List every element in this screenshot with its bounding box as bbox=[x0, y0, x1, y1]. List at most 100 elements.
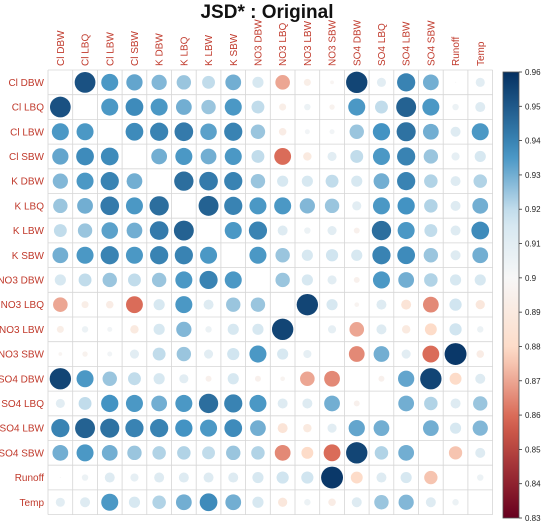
corr-circle bbox=[105, 300, 114, 309]
corr-circle bbox=[353, 227, 360, 234]
corr-circle bbox=[249, 394, 267, 412]
corr-circle bbox=[226, 445, 241, 461]
corr-circle bbox=[374, 495, 389, 510]
row-label: SO4 SBW bbox=[0, 448, 45, 459]
corr-circle bbox=[252, 323, 264, 335]
corr-circle bbox=[176, 346, 192, 362]
corr-circle bbox=[152, 495, 166, 509]
corr-circle bbox=[301, 446, 314, 459]
corr-circle bbox=[452, 103, 459, 111]
row-label: NO3 LBW bbox=[0, 325, 45, 336]
corr-circle bbox=[423, 149, 439, 164]
corr-circle bbox=[351, 249, 363, 261]
corr-circle bbox=[375, 100, 388, 114]
row-label: SO4 DBW bbox=[0, 374, 45, 385]
corr-circle bbox=[346, 71, 368, 94]
corr-circle bbox=[128, 372, 141, 386]
corr-circle bbox=[424, 396, 438, 411]
corr-circle bbox=[353, 276, 360, 283]
corr-circle bbox=[326, 299, 338, 311]
colorbar bbox=[502, 71, 520, 519]
row-label: Cl LBW bbox=[10, 127, 44, 138]
corr-circle bbox=[424, 470, 438, 485]
corr-circle bbox=[425, 497, 436, 508]
corr-circle bbox=[153, 373, 165, 385]
corr-circle bbox=[251, 446, 265, 460]
corr-circle bbox=[149, 196, 169, 216]
column-label: Cl SBW bbox=[130, 30, 141, 66]
corr-circle bbox=[397, 246, 416, 265]
corr-circle bbox=[227, 373, 239, 385]
column-label: K LBW bbox=[204, 34, 215, 66]
corr-circle bbox=[424, 273, 438, 287]
row-label: K LBW bbox=[13, 226, 45, 237]
row-label: Cl SBW bbox=[9, 152, 45, 163]
corr-circle bbox=[303, 152, 312, 161]
corr-circle bbox=[107, 351, 113, 357]
corr-circle bbox=[474, 274, 486, 286]
corr-circle bbox=[77, 197, 93, 214]
corr-circle bbox=[53, 297, 68, 312]
corr-circle bbox=[422, 420, 439, 437]
corr-circle bbox=[449, 372, 462, 385]
corr-circle bbox=[175, 99, 192, 115]
column-label: SO4 DBW bbox=[352, 19, 363, 66]
corr-circle bbox=[473, 174, 487, 188]
corr-circle bbox=[372, 123, 391, 141]
corr-circle bbox=[150, 98, 168, 116]
column-label: NO3 SBW bbox=[328, 19, 339, 66]
corr-circle bbox=[56, 325, 64, 333]
corr-circle bbox=[376, 324, 387, 335]
corr-circle bbox=[372, 246, 391, 265]
corr-circle bbox=[249, 345, 267, 363]
corr-circle bbox=[78, 273, 92, 287]
corr-circle bbox=[452, 499, 459, 506]
column-label: Cl DBW bbox=[56, 30, 67, 66]
corr-circle bbox=[250, 173, 266, 189]
corr-circle bbox=[325, 249, 339, 262]
corr-circle bbox=[199, 171, 218, 191]
corr-circle bbox=[225, 74, 242, 91]
corr-circle bbox=[475, 373, 486, 384]
corr-circle bbox=[175, 394, 193, 412]
corr-circle bbox=[199, 493, 218, 512]
corr-circle bbox=[473, 396, 488, 411]
corr-circle bbox=[352, 201, 362, 211]
corr-circle bbox=[179, 374, 189, 384]
corr-circle bbox=[373, 420, 390, 437]
corr-circle bbox=[327, 423, 337, 433]
corr-circle bbox=[49, 96, 71, 118]
corr-circle bbox=[376, 472, 387, 483]
corr-circle bbox=[422, 123, 439, 140]
corr-circle bbox=[59, 476, 61, 479]
corr-circle bbox=[400, 471, 412, 484]
colorbar-tick-label: 0.86 bbox=[525, 411, 541, 420]
corr-circle bbox=[80, 497, 91, 508]
corr-circle bbox=[129, 349, 139, 359]
corr-circle bbox=[55, 398, 65, 409]
corr-circle bbox=[202, 446, 215, 460]
corr-circle bbox=[102, 371, 117, 386]
corr-circle bbox=[450, 225, 461, 236]
corr-circle bbox=[130, 325, 139, 334]
corr-circle bbox=[329, 104, 335, 110]
corr-circle bbox=[325, 174, 339, 188]
corr-circle bbox=[276, 471, 289, 484]
corr-circle bbox=[449, 298, 462, 311]
corr-circle bbox=[353, 400, 360, 407]
column-label: Cl LBQ bbox=[81, 34, 92, 66]
corr-circle bbox=[224, 271, 242, 289]
corr-circle bbox=[81, 326, 89, 333]
colorbar-tick-label: 0.95 bbox=[525, 102, 541, 111]
corr-circle bbox=[228, 472, 239, 483]
corr-circle bbox=[277, 225, 288, 236]
row-label: NO3 SBW bbox=[0, 350, 45, 361]
colorbar-tick-label: 0.89 bbox=[525, 308, 541, 317]
corr-circle bbox=[224, 172, 243, 191]
corr-circle bbox=[125, 246, 143, 264]
corr-circle bbox=[130, 473, 139, 482]
corr-circle bbox=[324, 395, 340, 412]
corr-circle bbox=[451, 152, 460, 161]
corr-circle bbox=[153, 323, 165, 335]
corr-circle bbox=[323, 444, 341, 462]
